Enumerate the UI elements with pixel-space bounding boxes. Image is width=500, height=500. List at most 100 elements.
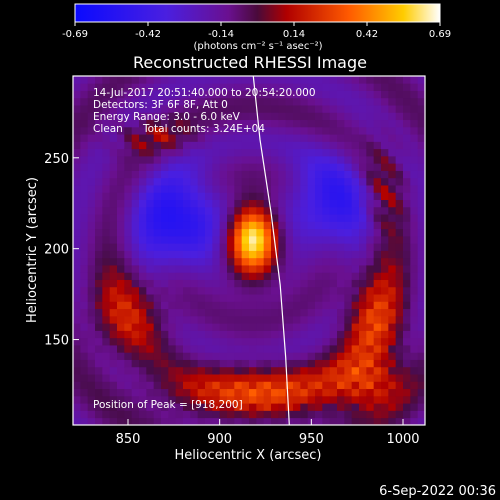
heatmap-cell: [300, 279, 309, 288]
heatmap-cell: [285, 279, 294, 288]
heatmap-cell: [256, 192, 265, 200]
heatmap-cell: [285, 192, 294, 200]
heatmap-cell: [102, 294, 111, 302]
heatmap-cell: [388, 366, 397, 375]
heatmap-cell: [87, 126, 96, 135]
heatmap-cell: [175, 301, 184, 310]
heatmap-cell: [80, 265, 89, 273]
heatmap-cell: [102, 395, 111, 404]
heatmap-cell: [234, 214, 243, 222]
heatmap-cell: [234, 112, 243, 121]
heatmap-cell: [219, 243, 228, 251]
heatmap-cell: [329, 185, 338, 193]
heatmap-cell: [307, 323, 316, 331]
heatmap-cell: [388, 315, 397, 324]
heatmap-cell: [351, 119, 360, 128]
heatmap-cell: [190, 170, 199, 179]
heatmap-cell: [329, 374, 338, 382]
heatmap-cell: [190, 403, 199, 411]
heatmap-cell: [80, 97, 89, 106]
heatmap-cell: [410, 410, 419, 419]
heatmap-cell: [139, 359, 147, 368]
heatmap-cell: [293, 381, 301, 390]
heatmap-cell: [300, 417, 309, 425]
heatmap-cell: [263, 221, 272, 230]
heatmap-cell: [87, 308, 96, 317]
heatmap-cell: [87, 279, 96, 288]
heatmap-cell: [351, 199, 360, 208]
heatmap-cell: [315, 286, 323, 295]
heatmap-cell: [381, 105, 389, 113]
heatmap-cell: [344, 301, 353, 310]
y-tick-label: 250: [44, 152, 69, 167]
heatmap-cell: [153, 250, 162, 259]
heatmap-cell: [300, 170, 309, 179]
heatmap-cell: [395, 279, 404, 288]
heatmap-cell: [395, 214, 404, 222]
heatmap-cell: [234, 90, 243, 99]
heatmap-cell: [161, 323, 169, 331]
heatmap-cell: [109, 294, 118, 302]
heatmap-cell: [227, 286, 235, 295]
heatmap-cell: [256, 366, 265, 375]
heatmap-cell: [102, 243, 111, 251]
heatmap-cell: [109, 359, 118, 368]
heatmap-cell: [95, 286, 103, 295]
heatmap-cell: [73, 105, 81, 113]
heatmap-cell: [190, 395, 199, 404]
heatmap-cell: [366, 330, 375, 339]
heatmap-cell: [322, 330, 331, 339]
heatmap-cell: [175, 286, 184, 295]
heatmap-cell: [359, 301, 367, 310]
heatmap-cell: [219, 388, 228, 397]
heatmap-cell: [249, 381, 257, 390]
heatmap-cell: [337, 112, 345, 121]
heatmap-cell: [329, 112, 338, 121]
heatmap-cell: [249, 221, 257, 230]
heatmap-cell: [381, 359, 389, 368]
heatmap-cell: [73, 366, 81, 375]
heatmap-cell: [300, 221, 309, 230]
heatmap-cell: [73, 286, 81, 295]
heatmap-cell: [300, 214, 309, 222]
heatmap-cell: [366, 410, 375, 419]
heatmap-cell: [381, 243, 389, 251]
heatmap-cell: [278, 257, 287, 266]
heatmap-cell: [124, 126, 133, 135]
heatmap-cell: [359, 126, 367, 135]
heatmap-cell: [124, 410, 133, 419]
heatmap-cell: [190, 410, 199, 419]
heatmap-cell: [359, 366, 367, 375]
heatmap-cell: [190, 90, 199, 99]
heatmap-cell: [80, 126, 89, 135]
heatmap-cell: [366, 257, 375, 266]
heatmap-cell: [351, 155, 360, 164]
heatmap-cell: [256, 119, 265, 128]
heatmap-cell: [183, 170, 191, 179]
heatmap-cell: [175, 323, 184, 331]
heatmap-cell: [366, 134, 375, 142]
heatmap-cell: [183, 214, 191, 222]
heatmap-cell: [417, 228, 425, 237]
heatmap-cell: [131, 119, 140, 128]
heatmap-cell: [175, 315, 184, 324]
heatmap-cell: [263, 134, 272, 142]
heatmap-cell: [153, 359, 162, 368]
heatmap-cell: [307, 97, 316, 106]
heatmap-cell: [227, 206, 235, 215]
heatmap-cell: [219, 301, 228, 310]
heatmap-cell: [139, 199, 147, 208]
heatmap-cell: [109, 97, 118, 106]
heatmap-cell: [366, 352, 375, 360]
heatmap-cell: [373, 105, 382, 113]
heatmap-cell: [373, 119, 382, 128]
heatmap-cell: [153, 315, 162, 324]
heatmap-cell: [87, 206, 96, 215]
heatmap-cell: [285, 410, 294, 419]
heatmap-cell: [117, 366, 125, 375]
colorbar-tick-label: 0.14: [283, 29, 305, 40]
heatmap-cell: [344, 148, 353, 157]
heatmap-cell: [395, 185, 404, 193]
heatmap-cell: [80, 272, 89, 280]
heatmap-cell: [102, 119, 111, 128]
